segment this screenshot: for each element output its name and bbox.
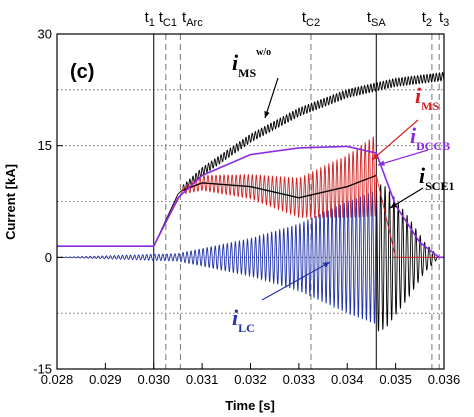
marker-label-tc2: tC2 <box>302 9 320 29</box>
y-tick-label: 30 <box>38 27 52 42</box>
y-axis-title: Current [kA] <box>3 164 18 240</box>
marker-labels: t1 tC1 tArc tC2 tSA t2 t3 <box>145 9 450 29</box>
series-label-lc: iLC <box>232 305 255 335</box>
x-tick-label: 0.028 <box>41 372 74 387</box>
series-group <box>57 71 445 332</box>
series-sce1 <box>375 182 440 332</box>
x-tick-label: 0.032 <box>234 372 267 387</box>
marker-label-tarc: tArc <box>182 9 203 29</box>
y-tick-label: -15 <box>33 362 52 377</box>
y-tick-label: 0 <box>45 250 52 265</box>
label-arrowhead-dccb <box>378 160 385 166</box>
axes: 0.028 0.029 0.030 0.031 0.032 0.033 0.034 0.035… <box>33 27 460 388</box>
marker-label-tc1: tC1 <box>159 9 177 29</box>
label-arrow-ms <box>371 119 419 161</box>
x-tick-label: 0.034 <box>331 372 364 387</box>
panel-label: (c) <box>70 61 94 83</box>
x-tick-label: 0.035 <box>379 372 412 387</box>
series-ms-mean <box>182 174 377 199</box>
y-tick-label: 15 <box>38 138 52 153</box>
label-arrows <box>261 77 429 301</box>
series-label-ms: iMSw/o <box>232 47 271 80</box>
label-arrow-dccb <box>377 149 429 166</box>
label-arrowhead-sce1 <box>390 202 397 208</box>
marker-label-t1: t1 <box>145 9 155 29</box>
series-label-ms: iMS <box>415 83 439 113</box>
x-tick-label: 0.030 <box>137 372 170 387</box>
x-tick-label: 0.036 <box>428 372 461 387</box>
label-arrowhead-ms <box>372 153 379 160</box>
label-arrowhead-lc <box>323 262 330 268</box>
series-dccb <box>57 145 444 259</box>
x-tick-label: 0.031 <box>186 372 219 387</box>
label-arrow-ms <box>264 77 279 119</box>
series-label-sce1: iSCE1 <box>419 163 454 193</box>
marker-label-tsa: tSA <box>367 9 387 29</box>
label-arrow-lc <box>261 261 331 301</box>
label-arrowhead-ms <box>264 111 270 118</box>
x-tick-label: 0.029 <box>89 372 122 387</box>
marker-label-t2: t2 <box>422 9 432 29</box>
x-tick-label: 0.033 <box>283 372 316 387</box>
marker-label-t3: t3 <box>439 9 449 29</box>
series-lc <box>57 191 377 324</box>
time-markers <box>153 34 440 369</box>
x-axis-title: Time [s] <box>225 398 275 413</box>
